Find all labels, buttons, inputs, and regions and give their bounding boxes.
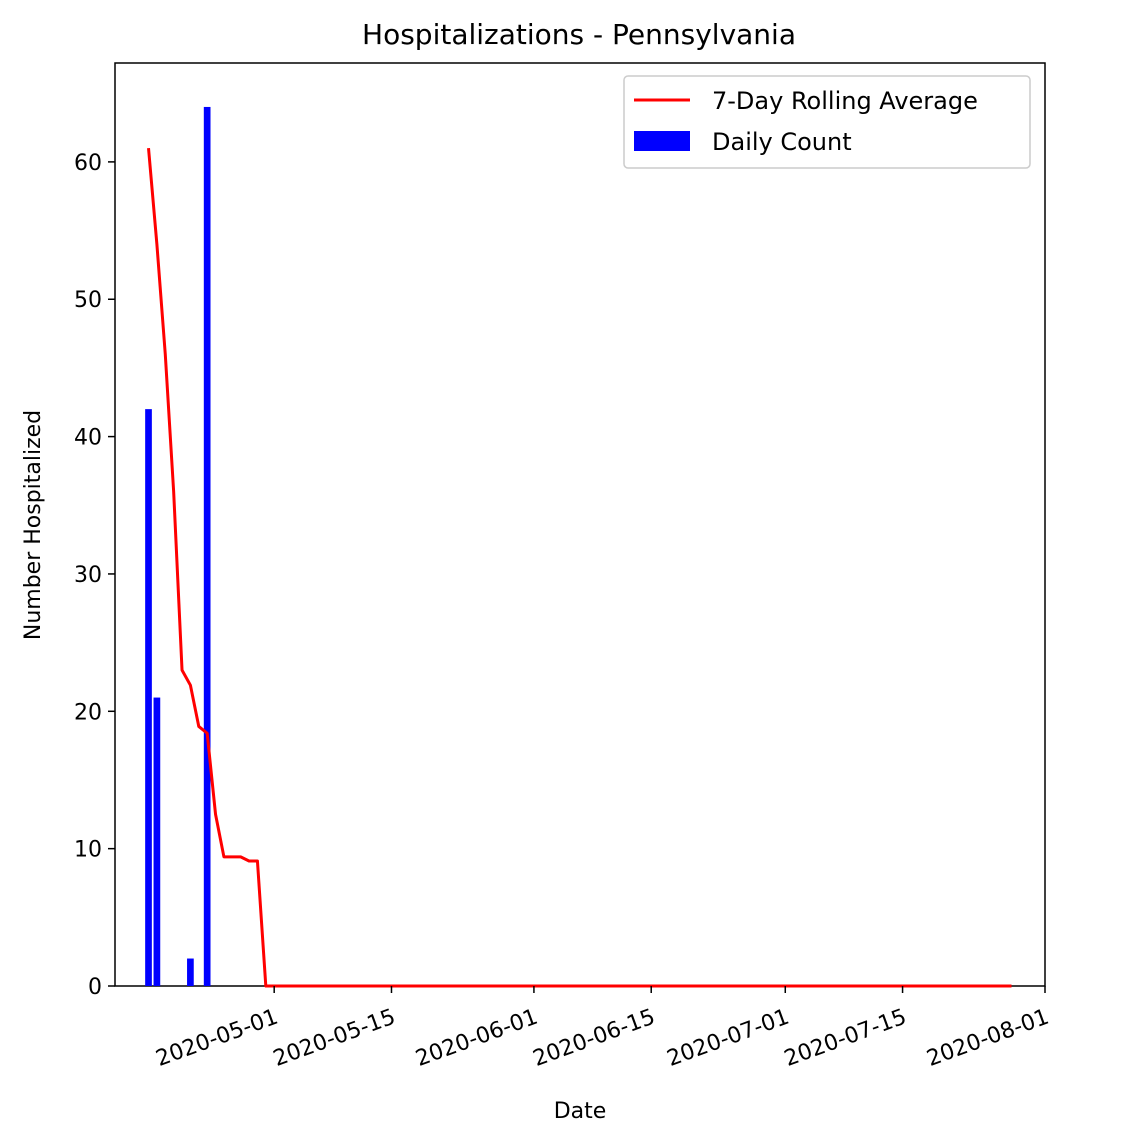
legend-label-daily-count: Daily Count: [712, 128, 852, 156]
legend: 7-Day Rolling Average Daily Count: [623, 75, 1031, 169]
y-tick-label: 0: [88, 975, 102, 1000]
daily-count-bar: [203, 106, 211, 986]
legend-label-rolling-average: 7-Day Rolling Average: [712, 87, 978, 115]
x-tick-label: 2020-05-15: [270, 1005, 399, 1072]
y-axis-title: Number Hospitalized: [21, 410, 46, 640]
daily-count-bar: [153, 697, 161, 986]
legend-bar-swatch: [634, 131, 690, 151]
y-tick-label: 10: [74, 838, 102, 863]
x-tick-label: 2020-06-15: [530, 1005, 659, 1072]
x-tick-label: 2020-08-01: [924, 1005, 1053, 1072]
rolling-average-line: [147, 148, 1012, 988]
daily-count-bar: [187, 958, 194, 986]
y-tick-label: 30: [74, 563, 102, 588]
x-axis-title: Date: [554, 1099, 607, 1124]
y-tick-label: 40: [74, 426, 102, 451]
y-tick-label: 20: [74, 700, 102, 725]
chart-title: Hospitalizations - Pennsylvania: [362, 18, 796, 51]
y-axis: 0 10 20 30 40 50 60: [74, 151, 115, 1000]
x-tick-label: 2020-06-01: [413, 1005, 542, 1072]
line-series: [147, 148, 1012, 988]
x-tick-label: 2020-05-01: [153, 1005, 282, 1072]
y-tick-label: 60: [74, 151, 102, 176]
plot-frame: [114, 62, 1046, 987]
x-tick-label: 2020-07-15: [781, 1005, 910, 1072]
y-tick-label: 50: [74, 288, 102, 313]
bar-series: [145, 106, 211, 987]
daily-count-bar: [145, 409, 152, 987]
legend-box: [623, 75, 1031, 169]
x-tick-label: 2020-07-01: [664, 1005, 793, 1072]
